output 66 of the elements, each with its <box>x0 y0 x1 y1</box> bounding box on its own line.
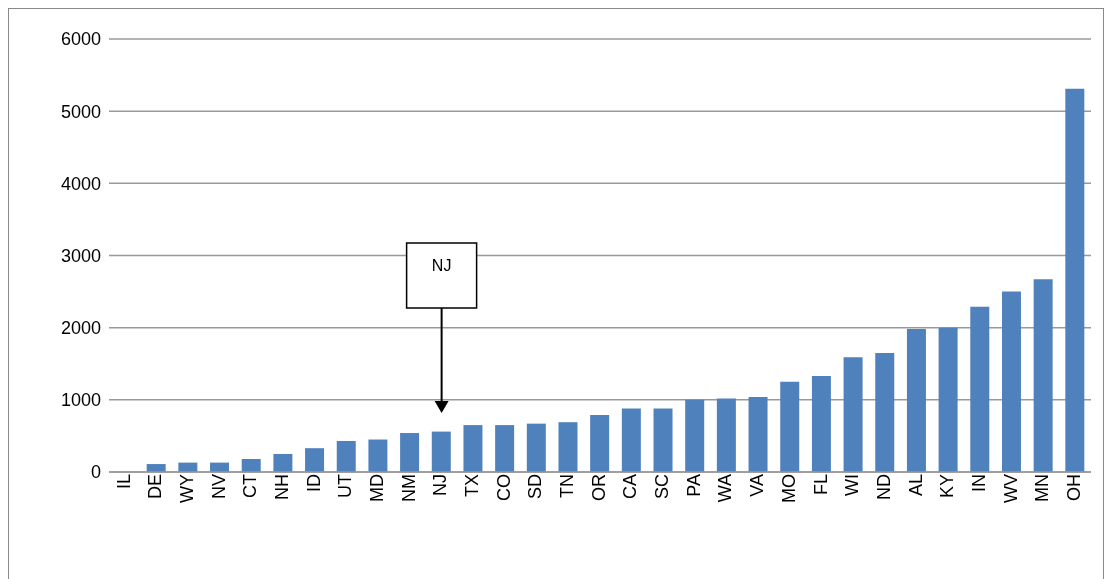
y-tick-label: 6000 <box>60 29 101 50</box>
x-tick-label: MO <box>778 474 799 503</box>
x-tick-label: PA <box>683 474 704 497</box>
x-tick-label: ID <box>303 474 324 492</box>
x-tick-label: WY <box>176 474 197 503</box>
y-tick-label: 3000 <box>60 245 101 266</box>
x-tick-label: SC <box>652 474 673 500</box>
x-tick-label: WI <box>842 474 863 496</box>
y-tick-label: 0 <box>90 462 101 483</box>
bar <box>400 433 420 472</box>
bar <box>495 425 515 472</box>
bar <box>938 327 958 472</box>
x-tick-label: MD <box>367 474 388 502</box>
bar <box>811 376 831 472</box>
x-tick-label: VA <box>747 474 768 497</box>
bar <box>875 352 895 472</box>
bar <box>1033 279 1053 472</box>
x-tick-label: AL <box>905 474 926 497</box>
x-tick-label: UT <box>335 474 356 498</box>
bar <box>241 459 261 472</box>
bar <box>716 398 736 472</box>
bar <box>748 396 768 472</box>
x-tick-label: IL <box>113 474 134 490</box>
bar <box>1065 88 1085 472</box>
bar <box>273 453 293 472</box>
x-tick-label: DE <box>145 474 166 500</box>
x-tick-label: WA <box>715 474 736 503</box>
x-tick-label: CA <box>620 474 641 500</box>
bar <box>906 329 926 472</box>
bar <box>368 439 388 472</box>
bar <box>526 423 546 472</box>
bar <box>336 440 356 472</box>
bar <box>590 414 610 472</box>
y-tick-label: 1000 <box>60 390 101 411</box>
bar <box>558 422 578 472</box>
y-tick-label: 2000 <box>60 318 101 339</box>
bar <box>463 425 483 472</box>
x-tick-label: FL <box>810 474 831 496</box>
bar <box>305 448 325 472</box>
bar <box>780 381 800 472</box>
x-tick-label: OH <box>1063 474 1084 501</box>
x-tick-label: NJ <box>430 474 451 496</box>
x-tick-label: CT <box>240 474 261 498</box>
x-tick-label: TN <box>557 474 578 498</box>
annotation: NJ <box>431 257 452 274</box>
x-tick-label: NM <box>398 474 419 502</box>
x-tick-label: MN <box>1032 474 1053 502</box>
bar <box>653 408 673 472</box>
x-tick-label: SD <box>525 474 546 500</box>
y-tick-label: 4000 <box>60 173 101 194</box>
bar <box>843 357 863 472</box>
bar <box>621 408 641 472</box>
bar <box>970 306 990 472</box>
x-tick-label: ND <box>873 474 894 500</box>
x-tick-label: CO <box>493 474 514 501</box>
bar <box>1001 291 1021 472</box>
x-tick-label: NV <box>208 474 229 500</box>
x-tick-label: KY <box>937 474 958 499</box>
x-tick-label: OR <box>588 474 609 501</box>
x-tick-label: TX <box>462 474 483 498</box>
y-tick-label: 5000 <box>60 101 101 122</box>
x-tick-label: WV <box>1000 474 1021 503</box>
bar <box>685 399 705 472</box>
x-tick-label: IN <box>968 474 989 492</box>
x-tick-label: NH <box>272 474 293 500</box>
bar <box>431 431 451 472</box>
